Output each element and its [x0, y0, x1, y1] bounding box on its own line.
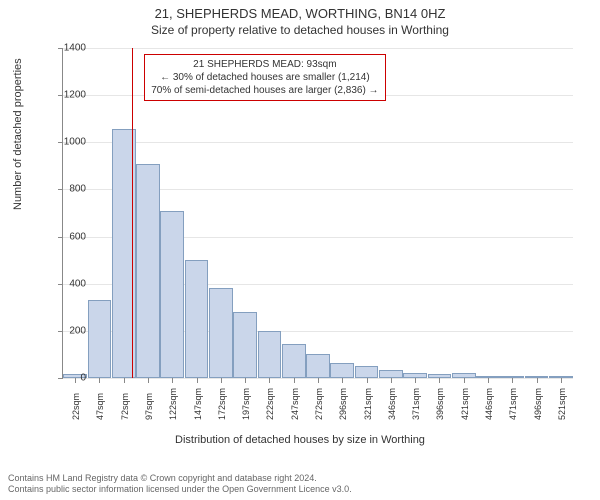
xtick-mark: [99, 378, 100, 383]
xtick-mark: [245, 378, 246, 383]
histogram-bar: [185, 260, 209, 378]
xtick-label: 371sqm: [411, 388, 421, 420]
xtick-label: 446sqm: [484, 388, 494, 420]
footer-line-1: Contains HM Land Registry data © Crown c…: [8, 473, 352, 485]
xtick-label: 471sqm: [508, 388, 518, 420]
histogram-bar: [209, 288, 233, 378]
footer-line-2: Contains public sector information licen…: [8, 484, 352, 496]
xtick-mark: [148, 378, 149, 383]
gridline: [63, 142, 573, 143]
histogram-bar: [355, 366, 379, 378]
xtick-label: 22sqm: [71, 393, 81, 420]
xtick-mark: [318, 378, 319, 383]
xtick-mark: [342, 378, 343, 383]
annotation-line: 70% of semi-detached houses are larger (…: [151, 84, 378, 97]
histogram-bar: [233, 312, 257, 378]
xtick-label: 296sqm: [338, 388, 348, 420]
xtick-mark: [221, 378, 222, 383]
ytick-label: 200: [46, 325, 86, 336]
ytick-label: 1400: [46, 43, 86, 54]
xtick-label: 222sqm: [265, 388, 275, 420]
xtick-label: 147sqm: [193, 388, 203, 420]
xtick-mark: [537, 378, 538, 383]
xtick-label: 197sqm: [241, 388, 251, 420]
xtick-mark: [415, 378, 416, 383]
ytick-label: 800: [46, 184, 86, 195]
ytick-label: 0: [46, 373, 86, 384]
histogram-bar: [282, 344, 306, 378]
xtick-mark: [269, 378, 270, 383]
xtick-mark: [391, 378, 392, 383]
footer-attribution: Contains HM Land Registry data © Crown c…: [8, 473, 352, 496]
xtick-mark: [439, 378, 440, 383]
xtick-label: 72sqm: [120, 393, 130, 420]
xtick-label: 122sqm: [168, 388, 178, 420]
histogram-bar: [258, 331, 282, 378]
xtick-mark: [464, 378, 465, 383]
y-axis-label: Number of detached properties: [12, 58, 24, 210]
xtick-label: 496sqm: [533, 388, 543, 420]
xtick-mark: [197, 378, 198, 383]
marker-line: [132, 48, 133, 378]
histogram-bar: [88, 300, 112, 378]
annotation-line: ← 30% of detached houses are smaller (1,…: [151, 71, 378, 84]
ytick-label: 600: [46, 231, 86, 242]
histogram-bar: [306, 354, 330, 378]
xtick-label: 346sqm: [387, 388, 397, 420]
xtick-label: 321sqm: [363, 388, 373, 420]
xtick-label: 247sqm: [290, 388, 300, 420]
chart-container: 21, SHEPHERDS MEAD, WORTHING, BN14 0HZ S…: [0, 0, 600, 500]
annotation-box: 21 SHEPHERDS MEAD: 93sqm← 30% of detache…: [144, 54, 385, 101]
xtick-label: 421sqm: [460, 388, 470, 420]
chart-subtitle: Size of property relative to detached ho…: [0, 21, 600, 37]
xtick-mark: [294, 378, 295, 383]
xtick-label: 272sqm: [314, 388, 324, 420]
annotation-line: 21 SHEPHERDS MEAD: 93sqm: [151, 58, 378, 71]
ytick-label: 400: [46, 278, 86, 289]
chart-title: 21, SHEPHERDS MEAD, WORTHING, BN14 0HZ: [0, 0, 600, 21]
xtick-label: 172sqm: [217, 388, 227, 420]
histogram-bar: [379, 370, 403, 378]
histogram-bar: [330, 363, 354, 378]
xtick-mark: [512, 378, 513, 383]
xtick-label: 47sqm: [95, 393, 105, 420]
x-axis-label: Distribution of detached houses by size …: [0, 434, 600, 446]
xtick-mark: [172, 378, 173, 383]
gridline: [63, 48, 573, 49]
xtick-mark: [488, 378, 489, 383]
xtick-label: 396sqm: [435, 388, 445, 420]
histogram-bar: [136, 164, 160, 379]
xtick-label: 97sqm: [144, 393, 154, 420]
histogram-bar: [160, 211, 184, 378]
ytick-label: 1200: [46, 90, 86, 101]
xtick-mark: [367, 378, 368, 383]
ytick-label: 1000: [46, 137, 86, 148]
xtick-mark: [561, 378, 562, 383]
xtick-label: 521sqm: [557, 388, 567, 420]
plot-area: 21 SHEPHERDS MEAD: 93sqm← 30% of detache…: [62, 48, 573, 379]
xtick-mark: [124, 378, 125, 383]
